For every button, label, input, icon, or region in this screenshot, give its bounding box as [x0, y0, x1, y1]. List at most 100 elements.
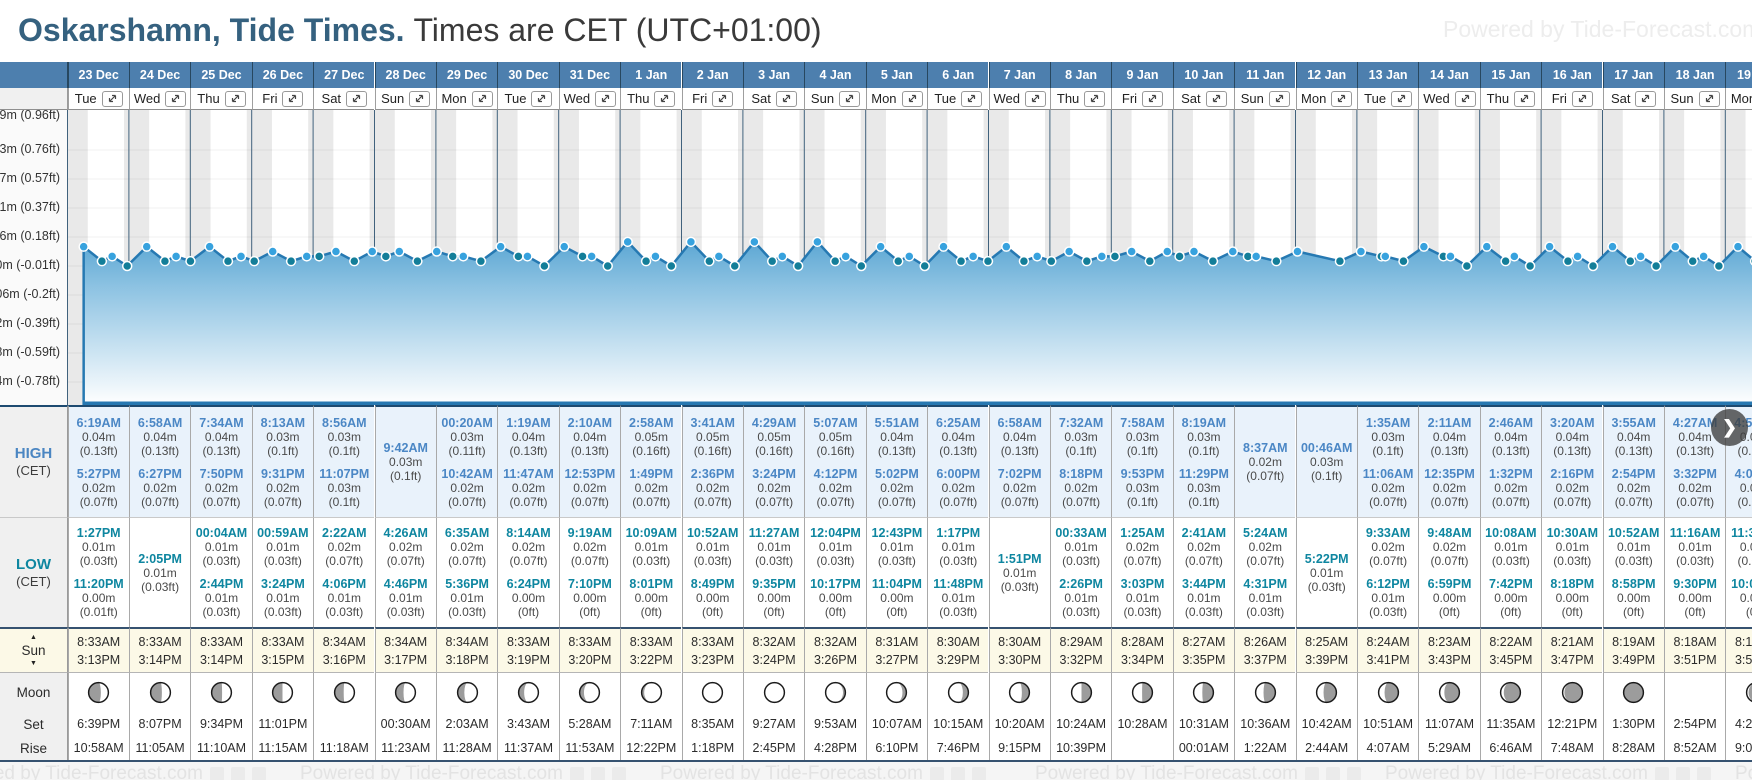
expand-day-button[interactable] [712, 90, 734, 107]
expand-day-button[interactable] [839, 90, 861, 107]
sunrise-time: 8:34AM [384, 634, 428, 649]
tide-height-m: 0.01m [1064, 591, 1098, 605]
expand-day-button[interactable] [1331, 90, 1353, 107]
day-name: Wed [133, 91, 161, 106]
expand-day-button[interactable] [1391, 90, 1413, 107]
tide-time: 6:35AM [444, 526, 490, 540]
date-header: 3 Jan [742, 62, 805, 88]
tide-height-ft: (0.07ft) [693, 494, 732, 509]
expand-day-button[interactable] [282, 90, 304, 107]
tide-height-ft: (0.03ft) [693, 554, 732, 568]
moon-phase-icon [1438, 681, 1461, 704]
low-tide-day-cell: 4:26AM 0.02m (0.07ft) 4:46PM 0.01m (0.03ft) [374, 517, 436, 627]
expand-day-button[interactable] [961, 90, 983, 107]
expand-day-button[interactable] [224, 90, 246, 107]
high-tide-day-cell: 3:55AM 0.04m (0.13ft) 2:54PM 0.02m (0.07ft) [1602, 405, 1664, 517]
tide-height-ft: (0.03ft) [263, 554, 302, 568]
expand-day-button[interactable] [1454, 90, 1476, 107]
expand-day-button[interactable] [1514, 90, 1536, 107]
tide-height-ft: (0.03ft) [1123, 605, 1162, 619]
expand-day-button[interactable] [654, 90, 676, 107]
expand-icon [1031, 94, 1040, 103]
expand-day-button[interactable] [775, 90, 797, 107]
tide-height-m: 0.01m [389, 591, 423, 605]
moonset-time: 2:03AM [435, 712, 498, 736]
high-tide-entry: 7:02PM 0.02m (0.07ft) [990, 467, 1050, 509]
high-tide-day-cell: 8:13AM 0.03m (0.1ft) 9:31PM 0.02m (0.07ft) [251, 405, 314, 517]
high-tide-cell: 3:55AM 0.04m (0.13ft) 2:54PM 0.02m (0.07ft) [1604, 407, 1664, 517]
tide-time: 00:46AM [1300, 441, 1353, 455]
moonrise-time: 6:10PM [865, 736, 928, 760]
tide-time: 4:06PM [322, 577, 367, 591]
high-tide-entry: 8:19AM 0.03m (0.1ft) [1174, 416, 1234, 458]
moon-phase-cell [128, 672, 191, 712]
watermark-badge-icon [1675, 767, 1690, 780]
tide-height-ft: (0ft) [517, 605, 540, 619]
expand-day-button[interactable] [1635, 90, 1657, 107]
tide-height-m: 0.02m [1125, 540, 1160, 554]
expand-day-button[interactable] [101, 90, 123, 107]
watermark: Powered by Tide-Forecast.com [1735, 763, 1752, 780]
day-name-cell: Mon [435, 88, 498, 110]
day-name-cell: Sun [804, 88, 866, 110]
moonrise-time: 4:07AM [1356, 736, 1419, 760]
sun-times-cell: 8:16AM 3:53PM [1725, 627, 1752, 672]
moonrise-time: 1:22AM [1234, 736, 1296, 760]
tide-height-ft: (0.03ft) [755, 554, 794, 568]
expand-day-button[interactable] [1268, 90, 1290, 107]
date-header: 19 Jan [1725, 62, 1752, 88]
expand-day-button[interactable] [1698, 90, 1720, 107]
day-column: 17 Jan Sat 3:55AM 0.04m (0.13ft) 2:54PM 0.02m(… [1602, 62, 1664, 760]
expand-day-button[interactable] [346, 90, 368, 107]
high-tide-day-cell: 00:46AM 0.03m (0.1ft) [1295, 405, 1357, 517]
tide-height-ft: (0ft) [640, 605, 662, 619]
tide-height-m: 0.01m [1310, 565, 1344, 580]
tide-height-m: 0.04m [880, 429, 914, 444]
moonset-time: 9:53AM [804, 712, 866, 736]
expand-day-button[interactable] [595, 90, 617, 107]
expand-day-button[interactable] [409, 90, 431, 107]
expand-day-button[interactable] [531, 90, 553, 107]
expand-day-button[interactable] [165, 90, 187, 107]
moon-phase-icon [763, 681, 785, 704]
low-tide-day-cell: 00:33AM 0.01m (0.03ft) 2:26PM 0.01m (0.03ft) [1049, 517, 1112, 627]
tide-height-m: 0.03m [266, 429, 300, 444]
tide-time: 10:17PM [810, 577, 861, 591]
expand-day-button[interactable] [471, 90, 493, 107]
expand-day-button[interactable] [1205, 90, 1227, 107]
tide-height-m: 0.05m [818, 429, 853, 444]
tide-height-m: 0.01m [1555, 540, 1589, 554]
day-name-cell: Fri [681, 88, 743, 110]
expand-icon [782, 94, 790, 103]
tide-height-ft: (0.03ft) [1062, 605, 1101, 619]
tide-time: 8:18PM [1550, 577, 1595, 591]
day-name-cell: Thu [1479, 88, 1542, 110]
expand-icon [108, 94, 116, 103]
date-header: 16 Jan [1541, 62, 1603, 88]
tide-time: 4:31PM [1243, 577, 1288, 591]
sunrise-time: 8:21AM [1550, 634, 1594, 649]
next-days-button[interactable]: ❯ [1711, 409, 1748, 446]
tide-time: 7:58AM [1120, 415, 1165, 430]
high-tide-entry: 6:00PM 0.02m (0.07ft) [928, 467, 988, 509]
date-header: 7 Jan [988, 62, 1050, 88]
tide-height-m: 0.01m [82, 540, 116, 554]
tide-time: 1:27PM [76, 526, 121, 540]
tide-time: 11:47AM [503, 466, 554, 481]
high-tide-entry: 6:27PM 0.02m (0.07ft) [130, 467, 190, 509]
expand-day-button[interactable] [1142, 90, 1164, 107]
day-name: Mon [1301, 91, 1327, 106]
moon-phase-cell [1479, 672, 1542, 712]
high-tide-cell: 8:37AM 0.02m (0.07ft) [1235, 407, 1295, 517]
expand-day-button[interactable] [1571, 90, 1593, 107]
low-tide-day-cell: 8:14AM 0.02m (0.07ft) 6:24PM 0.00m (0ft) [497, 517, 559, 627]
day-name-cell: Sat [742, 88, 805, 110]
tide-height-m: 0.04m [204, 429, 239, 444]
moonset-time: 4:21PM [1725, 712, 1752, 736]
y-axis-tick-label: 0.17m (0.57ft) [0, 171, 60, 185]
expand-day-button[interactable] [1084, 90, 1106, 107]
high-tide-entry: 10:42AM 0.02m (0.07ft) [437, 467, 497, 509]
chart-column-spacer [1050, 110, 1111, 405]
expand-day-button[interactable] [901, 90, 923, 107]
expand-day-button[interactable] [1024, 90, 1046, 107]
